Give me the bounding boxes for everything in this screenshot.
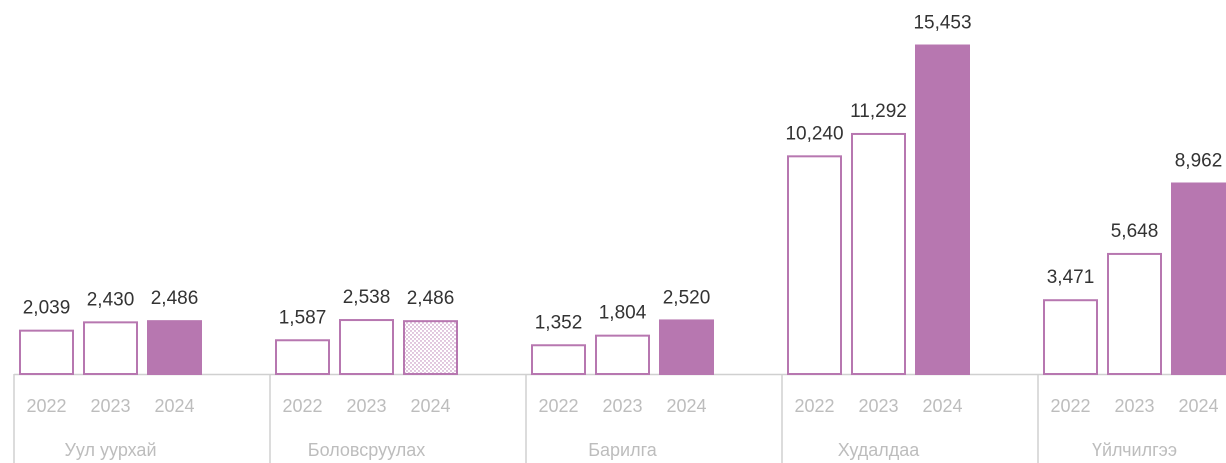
bar xyxy=(339,319,394,376)
bar xyxy=(147,320,202,376)
year-label: 2024 xyxy=(666,396,706,416)
category-label: Барилга xyxy=(588,440,658,460)
bar xyxy=(83,321,138,376)
bar xyxy=(531,344,586,376)
year-label: 2022 xyxy=(282,396,322,416)
value-label: 8,962 xyxy=(1175,151,1223,172)
value-label: 5,648 xyxy=(1111,221,1159,242)
category-label: Боловсруулах xyxy=(308,440,425,460)
year-label: 2023 xyxy=(858,396,898,416)
year-label: 2022 xyxy=(1050,396,1090,416)
category-label: Уул уурхай xyxy=(64,440,156,460)
year-label: 2024 xyxy=(1178,396,1218,416)
bar xyxy=(915,44,970,376)
value-label: 2,538 xyxy=(343,287,391,308)
bar xyxy=(787,155,842,375)
value-label: 2,520 xyxy=(663,287,711,308)
value-label: 10,240 xyxy=(785,123,843,144)
year-label: 2022 xyxy=(26,396,66,416)
year-label: 2024 xyxy=(922,396,962,416)
bar xyxy=(275,339,330,376)
value-label: 1,804 xyxy=(599,303,647,324)
bar xyxy=(851,132,906,375)
bar xyxy=(19,329,74,375)
category-label: Худалдаа xyxy=(838,440,921,460)
value-label: 2,486 xyxy=(151,288,199,309)
bar xyxy=(403,320,458,376)
value-label: 3,471 xyxy=(1047,267,1095,288)
year-label: 2023 xyxy=(1114,396,1154,416)
bar xyxy=(1043,299,1098,376)
bar xyxy=(659,319,714,376)
value-label: 11,292 xyxy=(850,101,907,122)
year-label: 2023 xyxy=(90,396,130,416)
value-label: 15,453 xyxy=(913,13,971,34)
year-label: 2024 xyxy=(410,396,450,416)
bar xyxy=(1107,252,1162,375)
value-label: 1,587 xyxy=(279,307,327,328)
category-label: Үйлчилгээ xyxy=(1092,440,1177,460)
value-label: 2,430 xyxy=(87,289,135,310)
value-label: 2,486 xyxy=(407,288,455,309)
year-label: 2024 xyxy=(154,396,194,416)
value-label: 2,039 xyxy=(23,298,71,319)
year-label: 2023 xyxy=(602,396,642,416)
bar xyxy=(1171,182,1226,375)
year-label: 2022 xyxy=(538,396,578,416)
year-label: 2022 xyxy=(794,396,834,416)
year-label: 2023 xyxy=(346,396,386,416)
bar xyxy=(595,334,650,375)
value-label: 1,352 xyxy=(535,312,583,333)
